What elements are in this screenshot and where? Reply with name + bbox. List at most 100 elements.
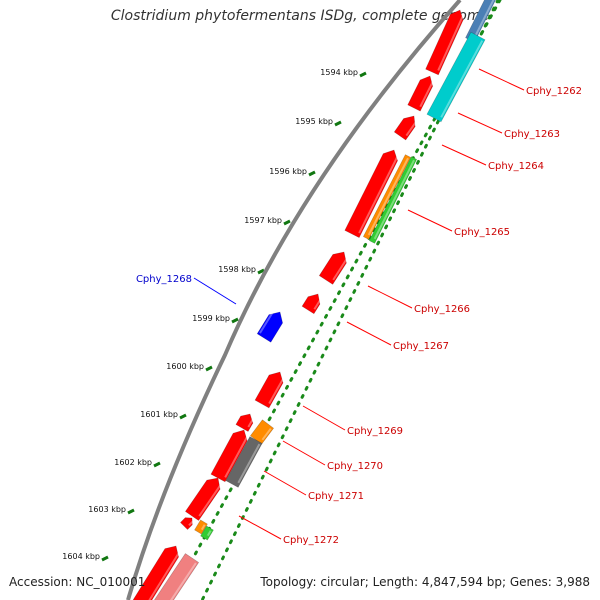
feature-top-cyan-highlight [440, 40, 484, 118]
cds-reverse-1268-highlight [259, 311, 274, 334]
cds-e-highlight [332, 256, 349, 281]
gene-label-text: Cphy_1263 [504, 129, 560, 140]
cds-c [393, 115, 418, 141]
inner-dotted-ring [168, 0, 502, 600]
feat-orange-2-body [249, 419, 275, 445]
gene-label-leader [478, 68, 525, 91]
scale-ticks: 1594 kbp 1595 kbp 1596 kbp 1597 kbp 1598 kbp… [62, 68, 367, 562]
cds-g-body [254, 371, 284, 409]
cds-h-highlight [247, 417, 255, 428]
gene-label-leader [263, 470, 307, 496]
scale-tick-label: 1594 kbp [320, 68, 358, 77]
cds-e [318, 251, 349, 285]
feature-top-cyan-body [426, 31, 486, 123]
cds-reverse-1268-body [256, 311, 283, 343]
cds-k-body [180, 517, 193, 530]
cds-f-highlight [313, 297, 323, 310]
genome-backbone [126, 0, 462, 600]
feat-orange-3-highlight [200, 524, 206, 531]
scale-tick-mark [101, 555, 109, 562]
gene-label-leader [457, 112, 503, 134]
feature-top-cyan [426, 31, 486, 123]
cds-j-body [184, 477, 221, 521]
feature-top-blue-body [465, 0, 497, 43]
cds-m-highlight [166, 562, 197, 600]
gene-label-leader [367, 285, 413, 309]
cds-m [152, 553, 200, 600]
feat-orange-1-body [362, 154, 412, 240]
scale-tick-mark [334, 120, 342, 127]
gene-label-leader [302, 405, 346, 431]
cds-j [184, 477, 223, 521]
scale-tick-mark [127, 508, 135, 515]
feature-top-blue-highlight [473, 0, 495, 39]
gene-label-text: Cphy_1269 [347, 426, 403, 437]
scale-tick-mark [231, 317, 239, 324]
feat-orange-2-highlight [261, 427, 272, 441]
scale-tick-label: 1603 kbp [88, 505, 126, 514]
gene-label-text: Cphy_1264 [488, 161, 544, 172]
cds-i-highlight [224, 434, 250, 478]
scale-tick-label: 1602 kbp [114, 458, 152, 467]
cds-f [301, 293, 323, 315]
scale-tick-mark [179, 413, 187, 420]
gene-label-text: Cphy_1267 [393, 341, 449, 352]
cds-l [132, 545, 181, 600]
feat-green-2-body [200, 525, 214, 541]
topology-summary: Topology: circular; Length: 4,847,594 bp… [260, 575, 590, 589]
cds-j-highlight [198, 482, 223, 517]
cds-h-body [235, 413, 254, 432]
cds-a [425, 9, 465, 76]
cds-h [235, 413, 255, 432]
scale-tick-label: 1597 kbp [244, 216, 282, 225]
cds-b-highlight [419, 79, 435, 108]
feat-green-1-body [368, 156, 418, 244]
feat-orange-1 [362, 154, 412, 240]
gene-label-leader [282, 440, 326, 466]
cds-reverse-1268 [256, 311, 283, 343]
scale-tick-mark [205, 365, 213, 372]
scale-tick-label: 1599 kbp [192, 314, 230, 323]
feat-green-2 [200, 525, 214, 541]
cds-l-body [132, 545, 179, 600]
cds-c-highlight [405, 119, 418, 137]
gene-labels: Cphy_1262 Cphy_1263 Cphy_1264 Cphy_1265 Cphy… [136, 68, 582, 546]
feature-top-blue [465, 0, 497, 43]
scale-tick-label: 1601 kbp [140, 410, 178, 419]
gene-label-leader [238, 515, 282, 540]
cds-g [254, 371, 286, 409]
gene-label-text: Cphy_1262 [526, 86, 582, 97]
feat-orange-1-highlight [367, 157, 409, 236]
gene-label-text: Cphy_1268 [136, 274, 192, 285]
cds-c-body [393, 115, 416, 141]
cds-a-highlight [437, 13, 465, 71]
cds-d [344, 149, 400, 238]
map-title: Clostridium phytofermentans ISDg, comple… [110, 8, 490, 24]
scale-tick-mark [153, 461, 161, 468]
cds-l-highlight [146, 550, 181, 600]
feat-orange-3 [194, 519, 208, 535]
scale-tick-mark [283, 219, 291, 226]
cds-g-highlight [268, 376, 286, 404]
scale-tick-label: 1600 kbp [166, 362, 204, 371]
feat-gray-body [225, 436, 263, 488]
gene-label-leader [346, 321, 392, 346]
feat-gray-highlight [237, 443, 261, 484]
feat-orange-2 [249, 419, 275, 445]
feat-gray [225, 436, 263, 488]
scale-tick-mark [257, 268, 265, 275]
scale-tick-label: 1604 kbp [62, 552, 100, 561]
cds-b-body [407, 75, 434, 112]
gene-label-leader [407, 209, 453, 232]
gene-label-text: Cphy_1265 [454, 227, 510, 238]
cds-d-body [344, 149, 398, 238]
gene-label-leader [193, 277, 237, 305]
cds-b [407, 75, 435, 112]
scale-tick-mark [308, 170, 316, 177]
gene-label-text: Cphy_1270 [327, 461, 383, 472]
gene-label-text: Cphy_1271 [308, 491, 364, 502]
gene-label-text: Cphy_1272 [283, 535, 339, 546]
cds-a-body [425, 9, 464, 76]
